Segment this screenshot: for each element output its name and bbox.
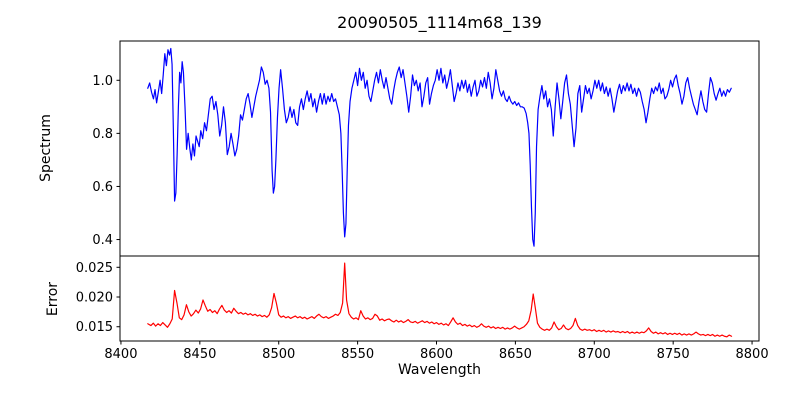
y-tick-label: 0.025	[76, 261, 113, 276]
y-tick-label: 0.8	[92, 127, 113, 142]
x-axis-label: Wavelength	[397, 362, 482, 378]
y-tick-label: 0.015	[76, 320, 113, 335]
spectrum-panel: 0.4 0.6 0.8 1.0	[92, 40, 760, 257]
x-tick-label: 8550	[341, 347, 374, 362]
x-tick-label: 8700	[578, 347, 611, 362]
y-tick-label: 0.6	[92, 180, 113, 195]
error-y-axis-label: Error	[45, 281, 61, 317]
error-panel: 0.015 0.020 0.025 8400 8450 8500 8550 8600 8650 8…	[76, 255, 769, 362]
panel-border	[119, 40, 760, 257]
error-line	[147, 262, 733, 338]
x-tick-label: 8450	[183, 347, 216, 362]
plot-title: 20090505_1114m68_139	[337, 13, 542, 32]
y-tick-label: 0.020	[76, 291, 113, 306]
y-tick-label: 1.0	[92, 74, 113, 89]
spectrum-line	[147, 47, 732, 247]
x-tick-label: 8750	[657, 347, 690, 362]
spectrum-y-axis-label: Spectrum	[38, 114, 54, 182]
y-tick-label: 0.4	[92, 233, 113, 248]
x-tick-label: 8650	[499, 347, 532, 362]
x-tick-label: 8500	[262, 347, 295, 362]
x-tick-label: 8800	[736, 347, 769, 362]
panel-border	[119, 255, 760, 342]
x-tick-label: 8600	[420, 347, 453, 362]
x-tick-label: 8400	[104, 347, 137, 362]
